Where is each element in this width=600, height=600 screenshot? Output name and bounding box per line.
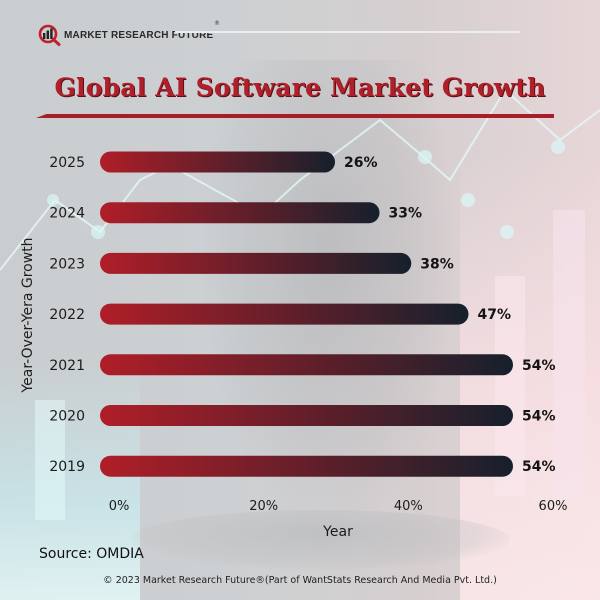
brand-logo: MARKET RESEARCH FUTURE ®	[38, 20, 220, 46]
bar	[100, 151, 335, 173]
bar	[100, 252, 412, 274]
chart-title: Global AI Software Market Growth	[54, 73, 546, 102]
x-axis-ticks: 0% 20% 40% 60%	[109, 499, 568, 514]
bar	[100, 202, 380, 224]
data-label: 47%	[478, 307, 512, 323]
data-label: 38%	[420, 256, 454, 272]
bar	[100, 303, 469, 325]
bar	[100, 405, 513, 426]
data-label: 54%	[522, 358, 556, 374]
source-note: Source: OMDIA	[39, 546, 144, 562]
x-tick-label: 60%	[539, 499, 568, 514]
data-label: 54%	[522, 459, 556, 475]
data-label: 26%	[344, 155, 378, 171]
registered-mark: ®	[214, 20, 220, 27]
bar-row: 2022 47%	[49, 303, 512, 325]
bar-row: 2021 54%	[49, 354, 556, 376]
bar-row: 2020 54%	[49, 405, 556, 426]
y-tick-label: 2020	[49, 409, 85, 425]
magnifier-chart-icon	[38, 24, 61, 46]
y-tick-label: 2024	[49, 206, 85, 222]
title-underline	[36, 114, 554, 118]
brand-name: MARKET RESEARCH FUTURE	[64, 29, 214, 41]
x-axis-label: Year	[323, 524, 353, 540]
bars: 2025 26% 2024 33% 2023 38% 2022 47% 2021 54% 2020 5…	[49, 151, 556, 477]
data-label: 54%	[522, 409, 556, 425]
x-tick-label: 0%	[109, 499, 130, 514]
header-divider	[175, 31, 520, 33]
bar-row: 2024 33%	[49, 202, 423, 224]
y-tick-label: 2025	[49, 155, 85, 171]
y-tick-label: 2022	[49, 307, 85, 323]
bar-row: 2019 54%	[49, 455, 556, 477]
bar	[100, 354, 513, 376]
y-tick-label: 2021	[49, 358, 85, 374]
y-tick-label: 2019	[49, 459, 85, 475]
x-tick-label: 20%	[249, 499, 278, 514]
x-tick-label: 40%	[394, 499, 423, 514]
bar-row: 2023 38%	[49, 252, 454, 274]
data-label: 33%	[389, 206, 423, 222]
y-tick-label: 2023	[49, 256, 85, 272]
bar	[100, 455, 513, 477]
copyright-footer: © 2023 Market Research Future®(Part of W…	[103, 575, 497, 586]
bar-row: 2025 26%	[49, 151, 378, 173]
